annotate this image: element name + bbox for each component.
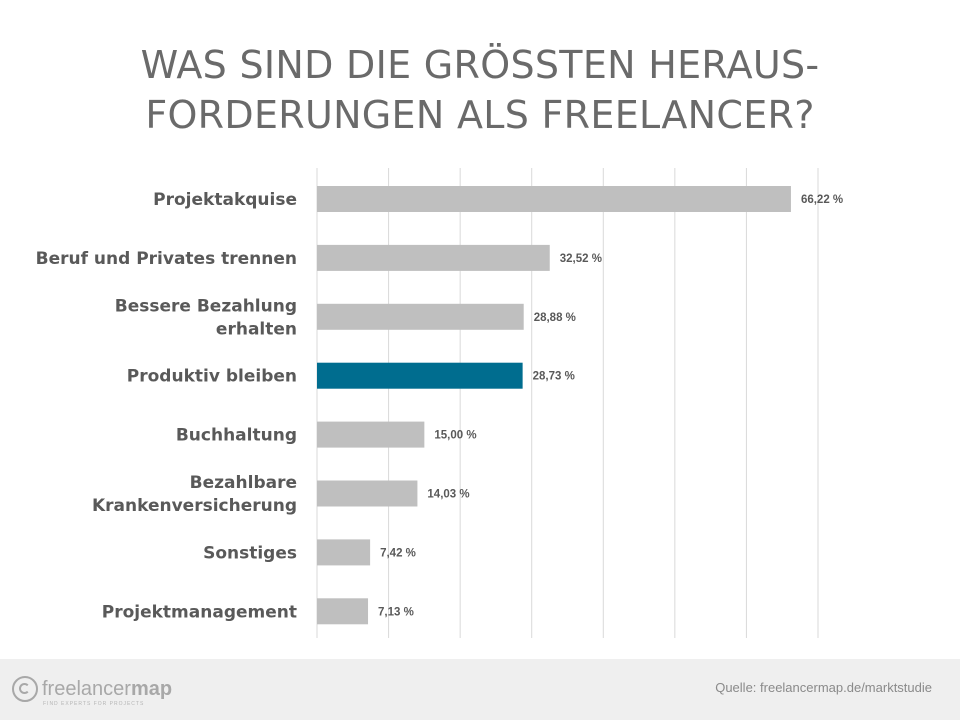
value-label: 14,03 % bbox=[427, 489, 469, 501]
value-label: 15,00 % bbox=[434, 430, 476, 442]
bar bbox=[317, 480, 418, 507]
footer: freelancermap FIND EXPERTS FOR PROJECTS … bbox=[0, 659, 960, 720]
source-note: Quelle: freelancermap.de/marktstudie bbox=[715, 680, 932, 695]
bar bbox=[317, 598, 369, 625]
chart-title: WAS SIND DIE GRÖSSTEN HERAUS- FORDERUNGE… bbox=[0, 40, 960, 140]
category-label: Buchhaltung bbox=[176, 426, 297, 446]
bar bbox=[317, 421, 425, 448]
logo-wordmark: freelancermap bbox=[42, 678, 172, 701]
bar-chart: Projektakquise Beruf und Privates trennen… bbox=[36, 168, 843, 638]
category-label: Projektakquise bbox=[153, 190, 297, 210]
chart-title-line-2: FORDERUNGEN ALS FREELANCER? bbox=[145, 93, 815, 137]
logo-wordmark-light: freelancer bbox=[42, 678, 131, 700]
bars bbox=[317, 186, 791, 625]
value-label: 66,22 % bbox=[801, 194, 843, 206]
category-label: Bezahlbare Krankenversicherung bbox=[92, 473, 297, 516]
category-label: Beruf und Privates trennen bbox=[36, 249, 297, 269]
category-label: Projektmanagement bbox=[102, 602, 297, 622]
value-label: 32,52 % bbox=[560, 253, 602, 265]
grid-lines bbox=[316, 168, 819, 638]
freelancermap-logo[interactable]: freelancermap FIND EXPERTS FOR PROJECTS bbox=[12, 674, 172, 708]
bar bbox=[317, 244, 550, 271]
chart-title-line-1: WAS SIND DIE GRÖSSTEN HERAUS- bbox=[140, 43, 820, 87]
category-labels: Projektakquise Beruf und Privates trennen… bbox=[36, 190, 297, 622]
value-label: 28,73 % bbox=[533, 371, 575, 383]
bar bbox=[317, 539, 371, 566]
logo-wordmark-bold: map bbox=[130, 678, 173, 700]
category-label: Bessere Bezahlung erhalten bbox=[115, 296, 297, 339]
value-labels: 66,22 % 32,52 % 28,88 % 28,73 % 15,00 % 14,03… bbox=[378, 194, 843, 618]
category-label: Sonstiges bbox=[203, 543, 297, 563]
value-label: 7,13 % bbox=[378, 606, 414, 618]
value-label: 7,42 % bbox=[380, 547, 416, 559]
logo-tagline: FIND EXPERTS FOR PROJECTS bbox=[43, 701, 145, 707]
value-label: 28,88 % bbox=[534, 312, 576, 324]
bar bbox=[317, 186, 791, 212]
category-label: Produktiv bleiben bbox=[127, 367, 297, 387]
freelancermap-logo-icon bbox=[12, 676, 38, 702]
bar bbox=[317, 303, 524, 330]
bar-highlighted bbox=[317, 362, 523, 389]
